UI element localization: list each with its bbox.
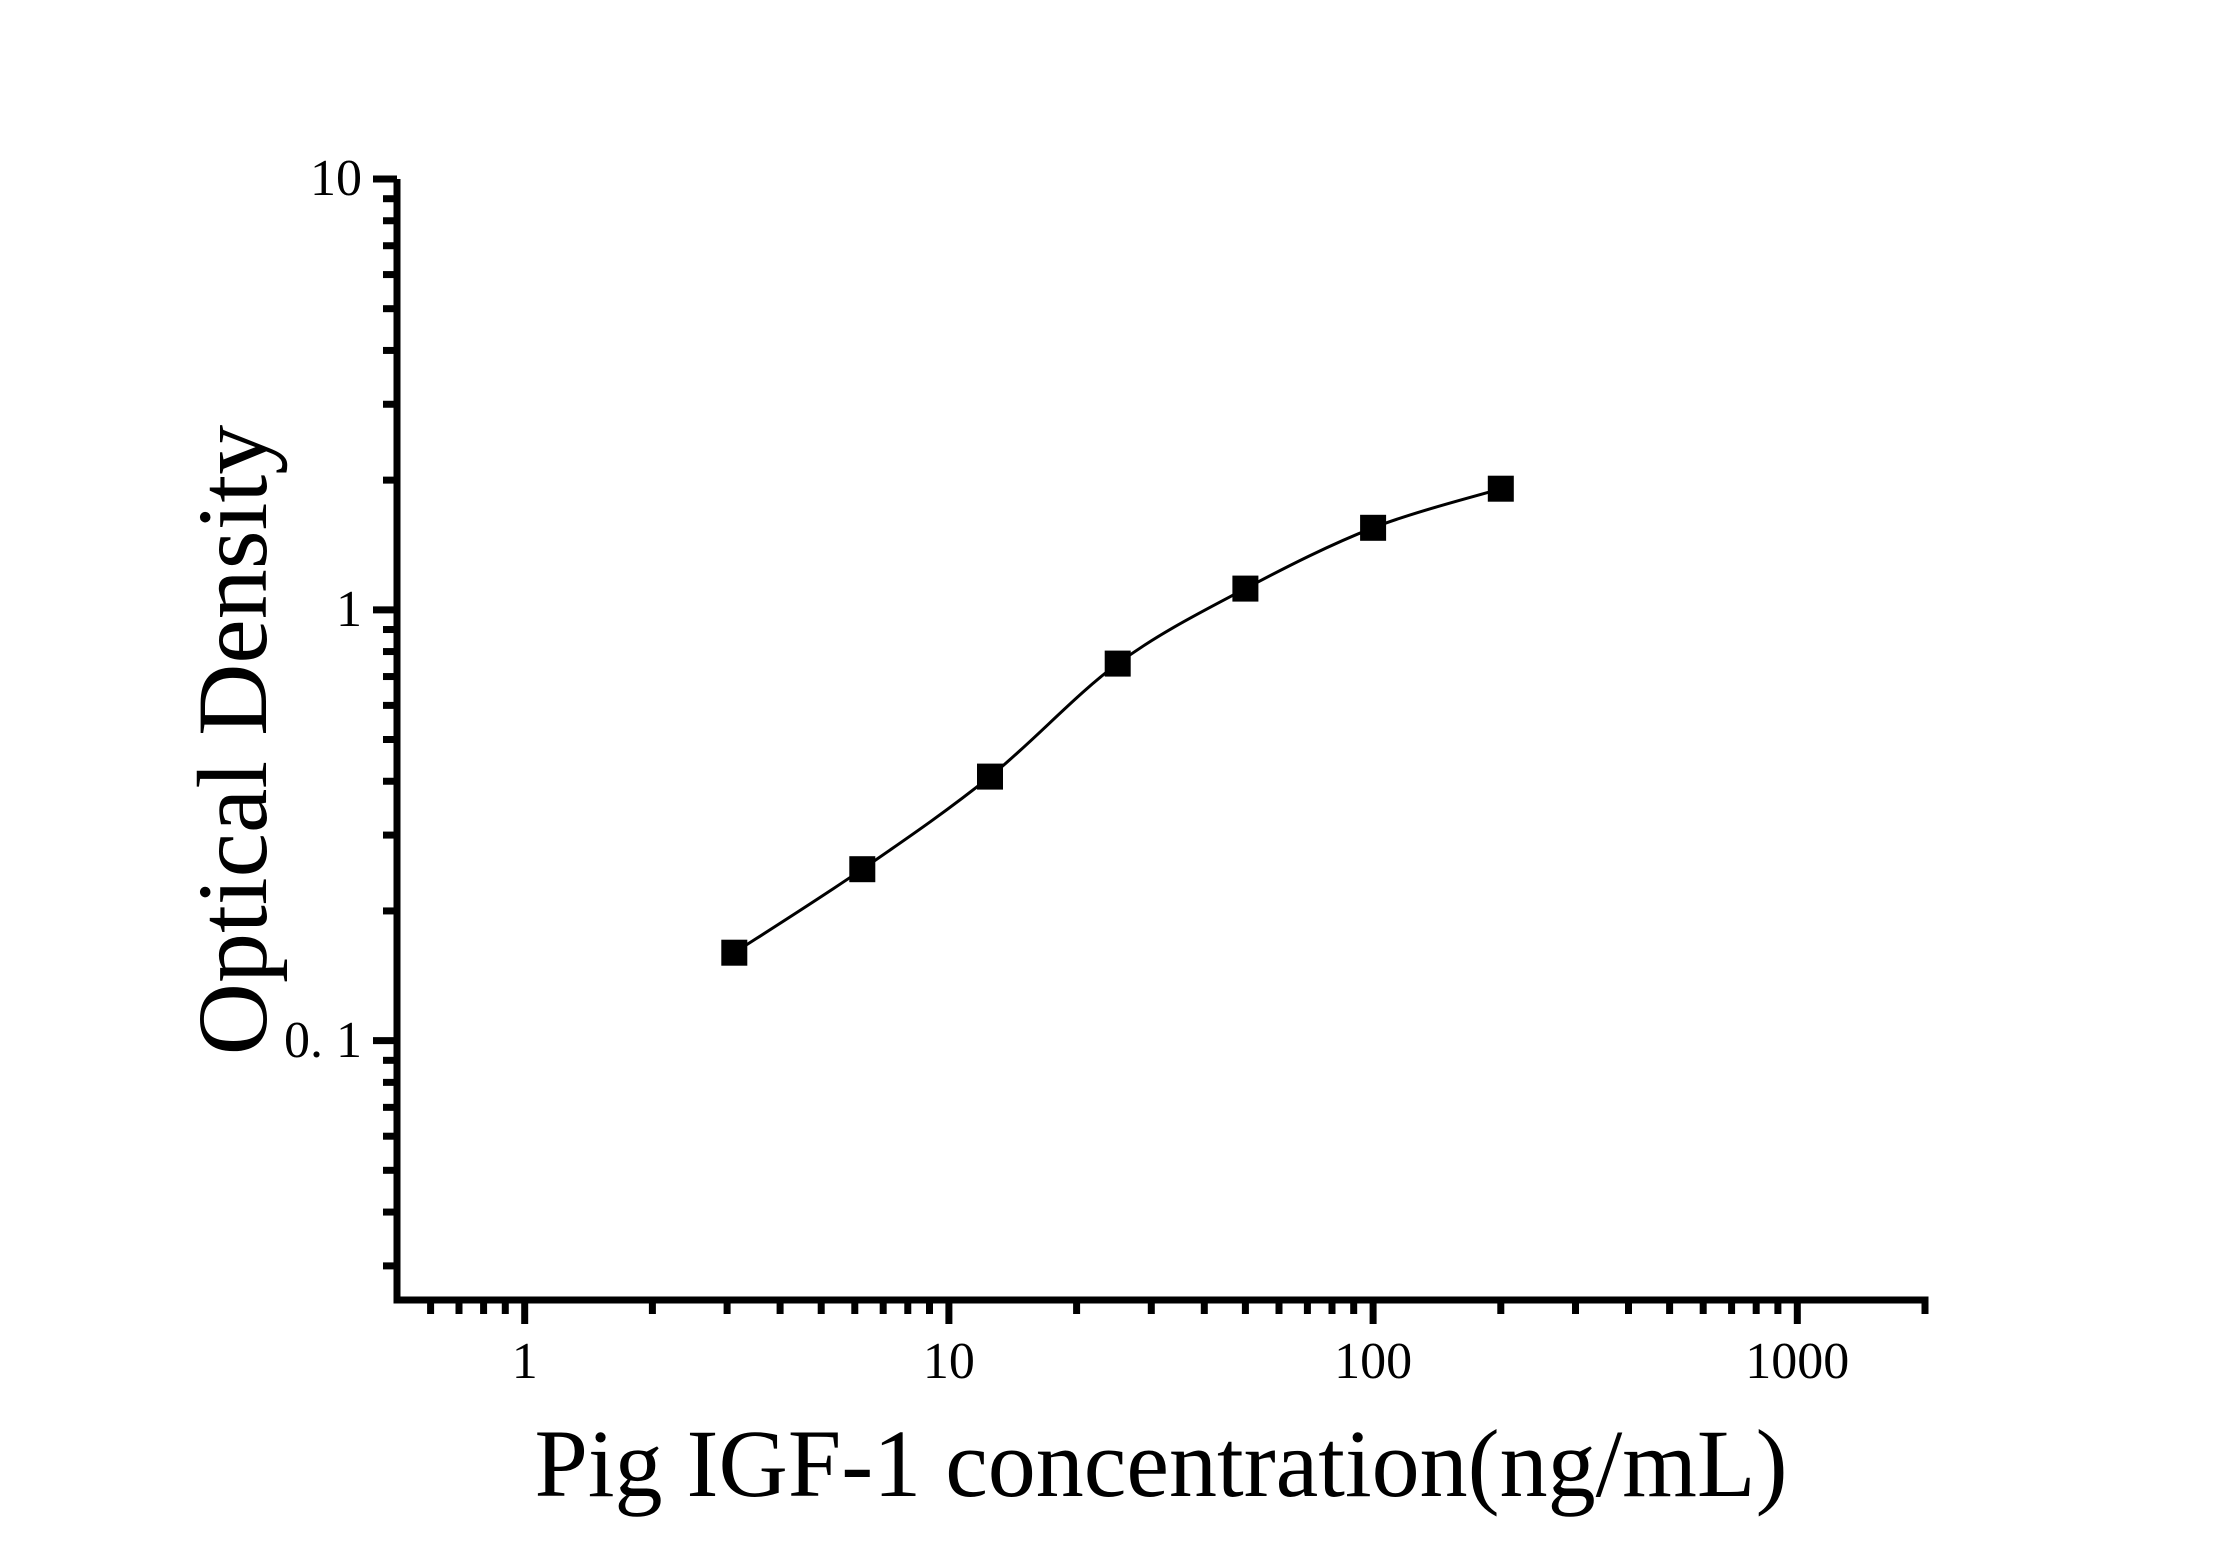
y-axis-title: Optical Density — [177, 424, 288, 1056]
data-point-marker — [849, 856, 876, 883]
y-tick-label: 0. 1 — [284, 1011, 362, 1069]
y-tick-label: 1 — [336, 580, 362, 638]
data-point-marker — [1487, 475, 1514, 502]
data-point-marker — [1104, 650, 1131, 677]
data-point-marker — [1360, 514, 1387, 541]
y-tick-label: 10 — [310, 150, 362, 207]
x-tick-label: 100 — [1334, 1333, 1413, 1390]
x-tick-label: 1 — [511, 1333, 538, 1390]
standard-curve-line — [733, 487, 1502, 954]
data-point-marker — [977, 763, 1003, 790]
x-tick-label: 10 — [922, 1333, 975, 1390]
data-point-marker — [721, 939, 748, 966]
x-axis-title: Pig IGF-1 concentration(ng/mL) — [534, 1410, 1788, 1517]
data-point-marker — [1232, 575, 1259, 602]
x-tick-label: 1000 — [1745, 1333, 1850, 1390]
